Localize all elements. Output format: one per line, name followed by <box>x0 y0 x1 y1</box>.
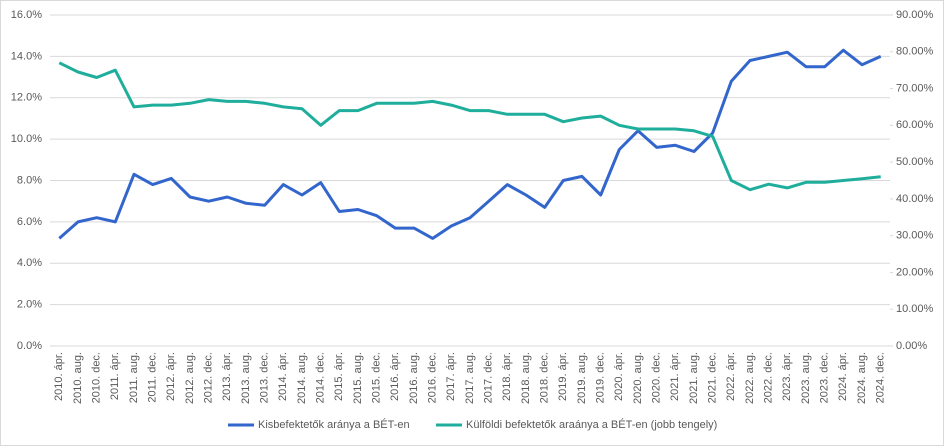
x-tick-label: 2017. ápr. <box>445 352 457 401</box>
x-tick-label: 2015. ápr. <box>333 352 345 401</box>
y2-tick-label: 50.00% <box>896 156 934 168</box>
y-tick-label: 16.0% <box>11 9 42 21</box>
x-tick-label: 2024. dec. <box>875 352 887 403</box>
y2-tick-label: 10.00% <box>896 303 934 315</box>
x-tick-label: 2021. aug. <box>688 352 700 404</box>
x-tick-label: 2023. aug. <box>800 352 812 404</box>
x-tick-label: 2016. aug. <box>408 352 420 404</box>
x-tick-label: 2016. dec. <box>427 352 439 403</box>
x-tick-label: 2018. dec. <box>539 352 551 403</box>
x-tick-label: 2012. dec. <box>203 352 215 403</box>
y-tick-label: 4.0% <box>17 257 42 269</box>
series-line <box>58 61 881 192</box>
y2-tick-label: 60.00% <box>896 119 934 131</box>
legend-label: Kisbefektetők aránya a BÉT-en <box>258 418 410 431</box>
legend-label: Külföldi befektetők araánya a BÉT-en (jo… <box>466 418 717 431</box>
x-tick-label: 2014. aug. <box>296 352 308 404</box>
x-tick-label: 2022. ápr. <box>725 352 737 401</box>
y2-tick-label: 40.00% <box>896 193 934 205</box>
x-tick-label: 2014. ápr. <box>277 352 289 401</box>
y2-tick-label: 70.00% <box>896 82 934 94</box>
x-tick-label: 2018. ápr. <box>501 352 513 401</box>
x-tick-label: 2023. dec. <box>819 352 831 403</box>
x-tick-label: 2012. ápr. <box>165 352 177 401</box>
x-tick-label: 2013. aug. <box>240 352 252 404</box>
x-tick-label: 2018. aug. <box>520 352 532 404</box>
x-tick-label: 2019. dec. <box>595 352 607 403</box>
y-tick-label: 6.0% <box>17 216 42 228</box>
x-tick-label: 2024. aug. <box>856 352 868 404</box>
x-tick-label: 2015. aug. <box>352 352 364 404</box>
x-tick-label: 2011. aug. <box>128 352 140 403</box>
x-tick-label: 2020. dec. <box>651 352 663 403</box>
x-tick-label: 2013. dec. <box>259 352 271 403</box>
x-tick-label: 2014. dec. <box>315 352 327 403</box>
x-tick-label: 2023. ápr. <box>781 352 793 401</box>
x-tick-label: 2021. dec. <box>707 352 719 403</box>
y2-tick-label: 90.00% <box>896 9 934 21</box>
x-tick-label: 2022. aug. <box>744 352 756 404</box>
x-tick-label: 2012. aug. <box>184 352 196 404</box>
y-tick-label: 2.0% <box>17 299 42 311</box>
x-tick-label: 2019. aug. <box>576 352 588 404</box>
x-tick-label: 2013. ápr. <box>221 352 233 401</box>
y2-tick-label: 80.00% <box>896 46 934 58</box>
x-tick-label: 2010. ápr. <box>53 352 65 401</box>
y-tick-label: 0.0% <box>17 340 42 352</box>
x-tick-label: 2020. aug. <box>632 352 644 404</box>
y2-tick-label: 20.00% <box>896 266 934 278</box>
x-tick-label: 2019. ápr. <box>557 352 569 401</box>
x-tick-label: 2017. dec. <box>483 352 495 403</box>
y-tick-label: 14.0% <box>11 50 42 62</box>
y-tick-label: 12.0% <box>11 92 42 104</box>
x-tick-label: 2011. dec. <box>147 352 159 403</box>
x-tick-label: 2021. ápr. <box>669 352 681 401</box>
x-tick-label: 2010. aug. <box>72 352 84 404</box>
x-tick-label: 2016. ápr. <box>389 352 401 401</box>
x-tick-label: 2017. aug. <box>464 352 476 404</box>
y2-tick-label: 0.00% <box>896 340 927 352</box>
x-tick-label: 2024. ápr. <box>837 352 849 401</box>
x-tick-label: 2011. ápr. <box>109 352 121 400</box>
y-tick-label: 10.0% <box>11 133 42 145</box>
x-tick-label: 2022. dec. <box>763 352 775 403</box>
x-tick-label: 2010. dec. <box>91 352 103 403</box>
series-line <box>58 48 882 240</box>
x-tick-label: 2020. ápr. <box>613 352 625 401</box>
y2-tick-label: 30.00% <box>896 230 934 242</box>
x-tick-label: 2015. dec. <box>371 352 383 403</box>
y-tick-label: 8.0% <box>17 174 42 186</box>
